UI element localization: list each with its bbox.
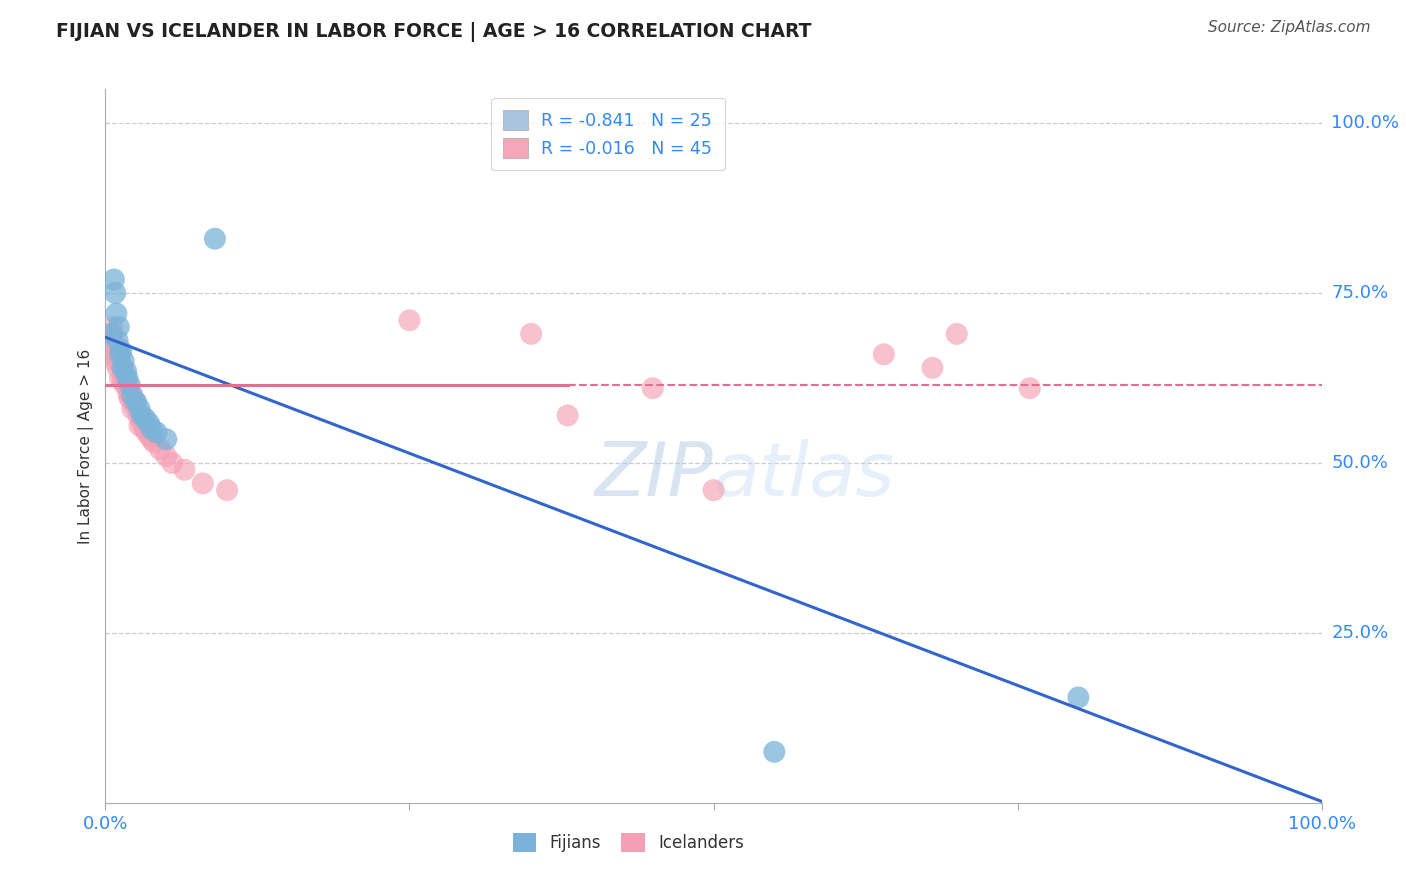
Point (204, 232, 226, 246)
Point (131, 409, 153, 423)
Text: 25.0%: 25.0% (1331, 624, 1389, 642)
Point (121, 388, 143, 402)
Point (104, 286, 127, 301)
Point (105, 306, 128, 320)
Point (117, 388, 139, 402)
Point (111, 375, 134, 389)
Point (125, 394, 148, 409)
Point (138, 429, 160, 443)
Point (103, 272, 125, 286)
Y-axis label: In Labor Force | Age > 16: In Labor Force | Age > 16 (79, 349, 94, 543)
Point (115, 375, 138, 389)
Point (103, 341, 125, 355)
Point (520, 326, 543, 341)
Point (115, 364, 138, 378)
Point (217, 483, 239, 498)
Point (135, 425, 157, 440)
Point (107, 360, 129, 375)
Point (108, 341, 131, 355)
Text: atlas: atlas (713, 439, 896, 510)
Point (125, 394, 148, 409)
Point (118, 392, 141, 406)
Point (135, 412, 157, 426)
Point (141, 422, 163, 436)
Point (111, 360, 134, 375)
Text: 50.0%: 50.0% (1331, 454, 1388, 472)
Point (763, 745, 786, 759)
Point (641, 381, 664, 395)
Point (110, 343, 132, 358)
Point (702, 483, 725, 498)
Point (155, 449, 177, 463)
Point (1018, 381, 1040, 395)
Point (98, 347, 121, 361)
Point (162, 456, 184, 470)
Point (121, 401, 143, 416)
Point (398, 313, 420, 327)
Point (873, 347, 896, 361)
Text: FIJIAN VS ICELANDER IN LABOR FORCE | AGE > 16 CORRELATION CHART: FIJIAN VS ICELANDER IN LABOR FORCE | AGE… (56, 22, 811, 42)
Point (134, 422, 156, 436)
Point (110, 358, 132, 372)
Point (101, 320, 124, 334)
Point (191, 476, 214, 491)
Point (117, 371, 139, 385)
Text: 75.0%: 75.0% (1331, 284, 1389, 302)
Point (557, 409, 579, 423)
Text: 100.0%: 100.0% (1331, 114, 1399, 132)
Point (117, 381, 139, 395)
Point (112, 354, 135, 368)
Point (155, 432, 177, 446)
Point (141, 432, 163, 446)
Point (149, 442, 172, 457)
Point (138, 417, 160, 431)
Legend: Fijians, Icelanders: Fijians, Icelanders (503, 823, 754, 863)
Point (98, 334, 121, 348)
Point (131, 415, 153, 429)
Point (114, 377, 136, 392)
Point (124, 398, 146, 412)
Point (118, 377, 141, 392)
Point (921, 360, 943, 375)
Point (143, 435, 166, 450)
Point (127, 409, 149, 423)
Point (128, 401, 150, 416)
Point (108, 320, 131, 334)
Point (128, 418, 150, 433)
Point (945, 326, 967, 341)
Point (145, 425, 167, 440)
Point (112, 368, 135, 382)
Point (100, 326, 122, 341)
Point (120, 388, 142, 402)
Point (173, 463, 195, 477)
Point (108, 347, 131, 361)
Point (108, 371, 131, 385)
Text: Source: ZipAtlas.com: Source: ZipAtlas.com (1208, 20, 1371, 35)
Point (105, 347, 128, 361)
Point (107, 334, 129, 348)
Point (104, 354, 127, 368)
Point (100, 326, 122, 341)
Text: ZIP: ZIP (595, 439, 713, 510)
Point (1067, 690, 1090, 705)
